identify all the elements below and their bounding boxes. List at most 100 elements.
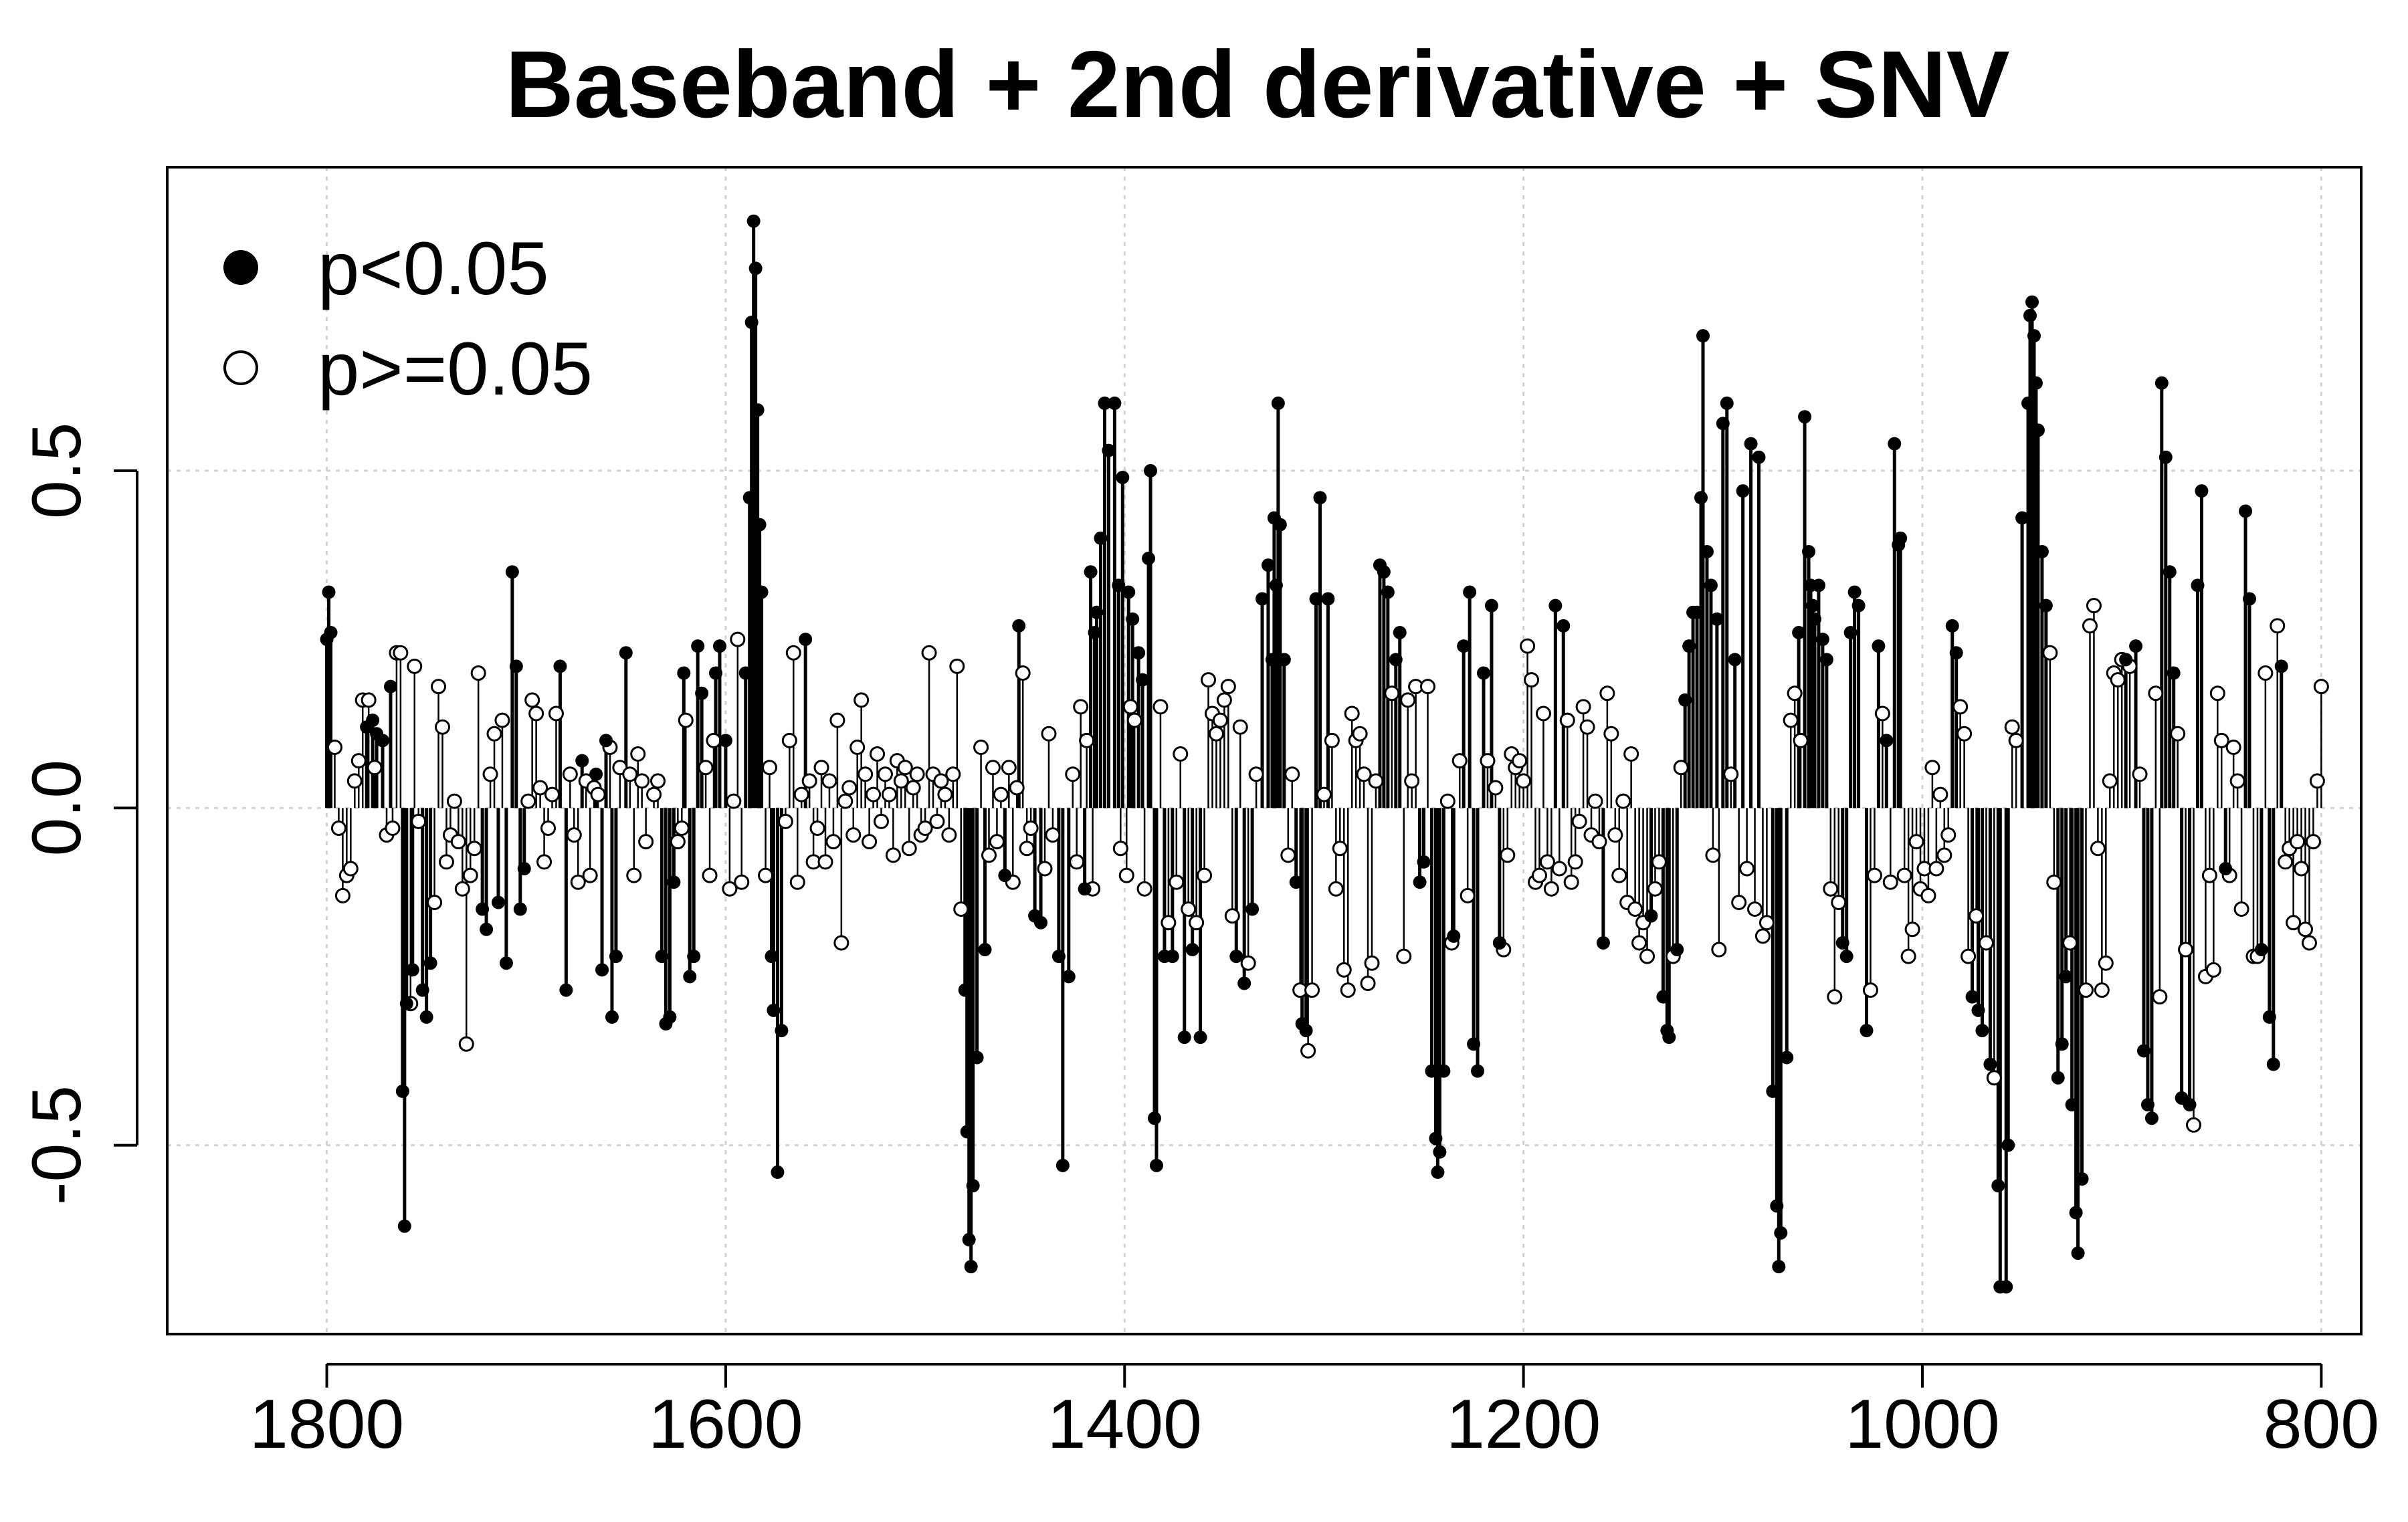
data-point-nonsignificant bbox=[1316, 786, 1332, 802]
data-point-significant bbox=[1084, 565, 1098, 579]
legend-label: p>=0.05 bbox=[318, 327, 593, 411]
data-point-nonsignificant bbox=[985, 760, 1001, 776]
data-point-significant bbox=[1839, 950, 1853, 964]
data-point-nonsignificant bbox=[650, 773, 666, 789]
data-point-significant bbox=[1728, 653, 1742, 667]
data-point-nonsignificant bbox=[1615, 793, 1631, 809]
data-point-nonsignificant bbox=[1356, 766, 1372, 782]
data-point-nonsignificant bbox=[1731, 894, 1747, 910]
data-point-nonsignificant bbox=[1571, 813, 1587, 829]
data-point-significant bbox=[1815, 633, 1829, 647]
data-point-significant bbox=[998, 869, 1012, 883]
data-point-nonsignificant bbox=[1009, 780, 1025, 796]
data-point-nonsignificant bbox=[734, 874, 750, 890]
data-point-nonsignificant bbox=[870, 746, 886, 762]
data-point-significant bbox=[1557, 619, 1571, 633]
data-point-nonsignificant bbox=[2082, 618, 2098, 634]
data-point-significant bbox=[609, 950, 623, 964]
data-point-significant bbox=[1431, 1165, 1445, 1179]
data-point-nonsignificant bbox=[411, 813, 427, 829]
data-point-nonsignificant bbox=[1575, 699, 1591, 715]
data-point-nonsignificant bbox=[2178, 942, 2194, 958]
data-point-significant bbox=[2031, 423, 2045, 437]
data-point-significant bbox=[2129, 639, 2143, 653]
data-point-nonsignificant bbox=[1900, 948, 1916, 964]
data-point-nonsignificant bbox=[1673, 760, 1689, 776]
data-point-significant bbox=[775, 1024, 789, 1038]
data-point-significant bbox=[744, 315, 759, 329]
data-point-significant bbox=[1088, 625, 1102, 639]
data-point-significant bbox=[405, 963, 419, 977]
data-point-significant bbox=[1467, 1037, 1481, 1051]
data-point-significant bbox=[755, 585, 769, 599]
data-point-nonsignificant bbox=[458, 1036, 474, 1052]
data-point-nonsignificant bbox=[821, 773, 837, 789]
data-point-significant bbox=[1949, 646, 1963, 660]
data-point-nonsignificant bbox=[1986, 1070, 2002, 1086]
data-point-significant bbox=[1888, 437, 1902, 451]
data-point-nonsignificant bbox=[1360, 975, 1376, 991]
data-point-nonsignificant bbox=[726, 793, 742, 809]
data-point-nonsignificant bbox=[2258, 665, 2274, 681]
data-point-nonsignificant bbox=[2046, 874, 2062, 890]
data-point-nonsignificant bbox=[949, 658, 965, 674]
data-point-nonsignificant bbox=[2090, 841, 2106, 857]
data-point-nonsignificant bbox=[854, 692, 870, 708]
data-point-nonsignificant bbox=[1073, 699, 1089, 715]
data-point-significant bbox=[2015, 511, 2029, 525]
data-point-significant bbox=[517, 862, 531, 876]
data-point-nonsignificant bbox=[520, 793, 536, 809]
data-point-nonsignificant bbox=[1480, 753, 1496, 769]
data-point-nonsignificant bbox=[2102, 773, 2118, 789]
data-point-significant bbox=[619, 646, 633, 660]
x-tick-label: 1800 bbox=[249, 1386, 404, 1463]
data-point-nonsignificant bbox=[1543, 881, 1559, 897]
data-point-nonsignificant bbox=[1344, 705, 1360, 722]
data-point-nonsignificant bbox=[921, 645, 937, 661]
data-point-nonsignificant bbox=[905, 780, 921, 796]
data-point-nonsignificant bbox=[446, 793, 462, 809]
data-point-significant bbox=[667, 875, 681, 889]
data-point-nonsignificant bbox=[532, 780, 548, 796]
data-point-significant bbox=[1273, 518, 1287, 532]
data-point-nonsignificant bbox=[1232, 719, 1248, 735]
data-point-nonsignificant bbox=[582, 867, 598, 883]
data-point-nonsignificant bbox=[1739, 861, 1755, 877]
data-point-significant bbox=[1144, 463, 1158, 477]
data-point-nonsignificant bbox=[1936, 847, 1952, 863]
data-point-nonsignificant bbox=[2201, 867, 2217, 883]
data-point-significant bbox=[1780, 1051, 1794, 1065]
data-point-nonsignificant bbox=[1400, 692, 1416, 708]
data-point-significant bbox=[1596, 936, 1610, 950]
data-point-nonsignificant bbox=[1220, 679, 1236, 695]
data-point-nonsignificant bbox=[1928, 861, 1944, 877]
data-point-significant bbox=[960, 1125, 974, 1139]
data-point-significant bbox=[324, 625, 338, 639]
data-point-nonsignificant bbox=[330, 820, 346, 836]
data-point-significant bbox=[1429, 1131, 1443, 1146]
data-point-nonsignificant bbox=[1248, 766, 1264, 782]
data-point-significant bbox=[1965, 990, 1979, 1004]
data-point-nonsignificant bbox=[1019, 841, 1035, 857]
data-point-nonsignificant bbox=[1181, 901, 1197, 917]
data-point-significant bbox=[1229, 950, 1243, 964]
y-tick-label: 0.5 bbox=[18, 423, 96, 520]
data-point-nonsignificant bbox=[1623, 746, 1639, 762]
data-point-significant bbox=[2075, 1172, 2089, 1186]
data-point-nonsignificant bbox=[698, 760, 714, 776]
data-point-significant bbox=[1700, 544, 1714, 558]
data-point-nonsignificant bbox=[494, 712, 510, 728]
data-point-significant bbox=[1492, 936, 1506, 950]
data-point-nonsignificant bbox=[1512, 753, 1528, 769]
data-point-nonsignificant bbox=[2004, 719, 2020, 735]
data-point-nonsignificant bbox=[829, 712, 845, 728]
data-point-nonsignificant bbox=[1364, 955, 1380, 971]
data-point-significant bbox=[2219, 862, 2233, 876]
x-tick-label: 1200 bbox=[1446, 1386, 1601, 1463]
data-point-nonsignificant bbox=[1169, 874, 1185, 890]
data-point-significant bbox=[1034, 915, 1048, 930]
data-point-significant bbox=[1142, 552, 1156, 566]
data-point-significant bbox=[1102, 443, 1116, 457]
data-point-significant bbox=[1752, 450, 1766, 464]
data-point-nonsignificant bbox=[1152, 699, 1169, 715]
